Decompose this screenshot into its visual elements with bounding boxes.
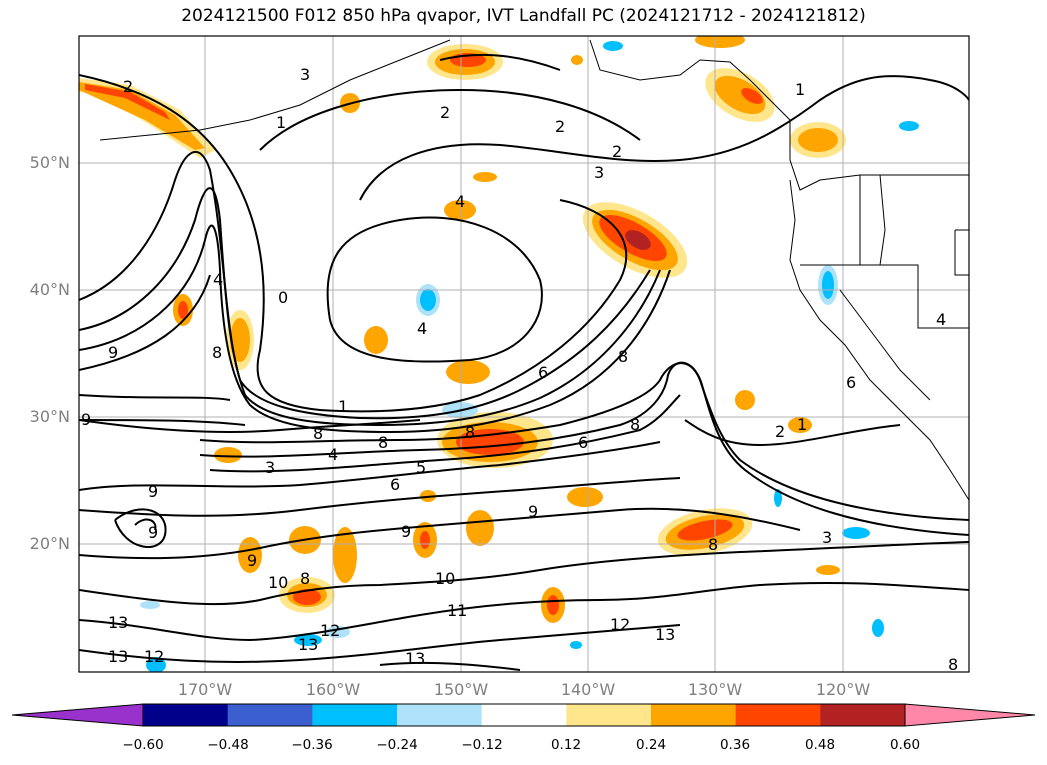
contour-label: 5 — [416, 458, 426, 477]
lon-label-160w: 160°W — [305, 680, 361, 699]
colorbar-segment — [312, 704, 398, 726]
contour-label-layer: 2 3 1 2 2 2 3 4 4 0 4 6 9 8 1 8 8 4 3 5 … — [81, 65, 958, 674]
contour-label: 4 — [455, 192, 465, 211]
contour-label: 2 — [775, 422, 785, 441]
colorbar-tick: −0.60 — [122, 737, 164, 753]
contour-label: 9 — [528, 502, 538, 521]
contour-label: 4 — [417, 319, 427, 338]
contour-label: 1 — [797, 415, 807, 434]
colorbar-tick: 0.60 — [889, 737, 921, 753]
colorbar-tick: −0.24 — [376, 737, 418, 753]
colorbar-tick: 0.12 — [550, 737, 582, 753]
contour-label: 9 — [81, 410, 91, 429]
contour-label: 13 — [108, 613, 128, 632]
lat-label-50n: 50°N — [29, 153, 70, 172]
colorbar-segment — [481, 704, 567, 726]
contour-label: 4 — [936, 310, 946, 329]
colorbar — [11, 703, 1036, 727]
coastlines — [99, 39, 969, 501]
contour-label: 9 — [401, 522, 411, 541]
colorbar-tick: −0.48 — [207, 737, 249, 753]
colorbar-tick: 0.36 — [719, 737, 751, 753]
contour-label: 6 — [538, 363, 548, 382]
contour-label: 4 — [213, 270, 223, 289]
contour-label: 9 — [247, 551, 257, 570]
contour-label: 8 — [618, 347, 628, 366]
contour-label: 10 — [268, 573, 288, 592]
contour-label: 8 — [708, 535, 718, 554]
contour-label: 13 — [405, 649, 425, 668]
contour-label: 8 — [948, 655, 958, 674]
lon-label-170w: 170°W — [177, 680, 233, 699]
contour-label: 3 — [822, 528, 832, 547]
colorbar-tick: −0.12 — [461, 737, 503, 753]
contour-label: 8 — [465, 423, 475, 442]
contour-label: 2 — [440, 103, 450, 122]
contour-label: 8 — [212, 343, 222, 362]
colorbar-segment — [735, 704, 821, 726]
colorbar-segment — [143, 704, 229, 726]
contour-label: 2 — [123, 77, 133, 96]
contour-label: 12 — [320, 621, 340, 640]
lat-label-20n: 20°N — [29, 534, 70, 553]
contour-label: 6 — [390, 475, 400, 494]
contour-label: 9 — [148, 523, 158, 542]
lon-label-120w: 120°W — [815, 680, 871, 699]
colorbar-tick: −0.36 — [291, 737, 333, 753]
contour-label: 12 — [144, 647, 164, 666]
colorbar-extend-min — [11, 703, 144, 727]
contour-label: 12 — [610, 615, 630, 634]
contour-label: 1 — [338, 397, 348, 416]
contour-label: 9 — [108, 343, 118, 362]
contour-label: 10 — [435, 569, 455, 588]
contour-label: 3 — [265, 458, 275, 477]
contour-label: 3 — [594, 163, 604, 182]
colorbar-segment — [651, 704, 737, 726]
contour-label: 0 — [278, 288, 288, 307]
colorbar-segment — [397, 704, 483, 726]
lat-label-30n: 30°N — [29, 407, 70, 426]
page-title: 2024121500 F012 850 hPa qvapor, IVT Land… — [181, 6, 866, 26]
contour-label: 8 — [378, 433, 388, 452]
lon-label-130w: 130°W — [687, 680, 743, 699]
contour-label: 4 — [328, 445, 338, 464]
colorbar-tick: 0.24 — [635, 737, 667, 753]
map-plot-area: 2 3 1 2 2 2 3 4 4 0 4 6 9 8 1 8 8 4 3 5 … — [79, 36, 969, 674]
contour-label: 13 — [108, 647, 128, 666]
colorbar-segment — [566, 704, 652, 726]
lat-label-40n: 40°N — [29, 280, 70, 299]
contour-label: 1 — [276, 113, 286, 132]
contour-label: 8 — [313, 424, 323, 443]
lon-label-140w: 140°W — [560, 680, 616, 699]
contour-label: 3 — [300, 65, 310, 84]
contour-label: 8 — [630, 415, 640, 434]
colorbar-segment — [820, 704, 906, 726]
contour-lines — [79, 53, 969, 671]
map-frame — [78, 35, 970, 673]
gridlines — [79, 36, 969, 672]
contour-label: 6 — [578, 433, 588, 452]
contour-label: 2 — [555, 117, 565, 136]
contour-label: 13 — [655, 625, 675, 644]
contour-label: 8 — [300, 569, 310, 588]
contour-label: 11 — [447, 601, 467, 620]
contour-label: 13 — [298, 635, 318, 654]
lon-label-150w: 150°W — [433, 680, 489, 699]
contour-label: 2 — [612, 142, 622, 161]
contour-label: 9 — [148, 482, 158, 501]
contour-label: 1 — [795, 80, 805, 99]
colorbar-segment — [227, 704, 313, 726]
colorbar-extend-max — [904, 703, 1036, 727]
contour-label: 6 — [846, 373, 856, 392]
colorbar-tick: 0.48 — [804, 737, 836, 753]
